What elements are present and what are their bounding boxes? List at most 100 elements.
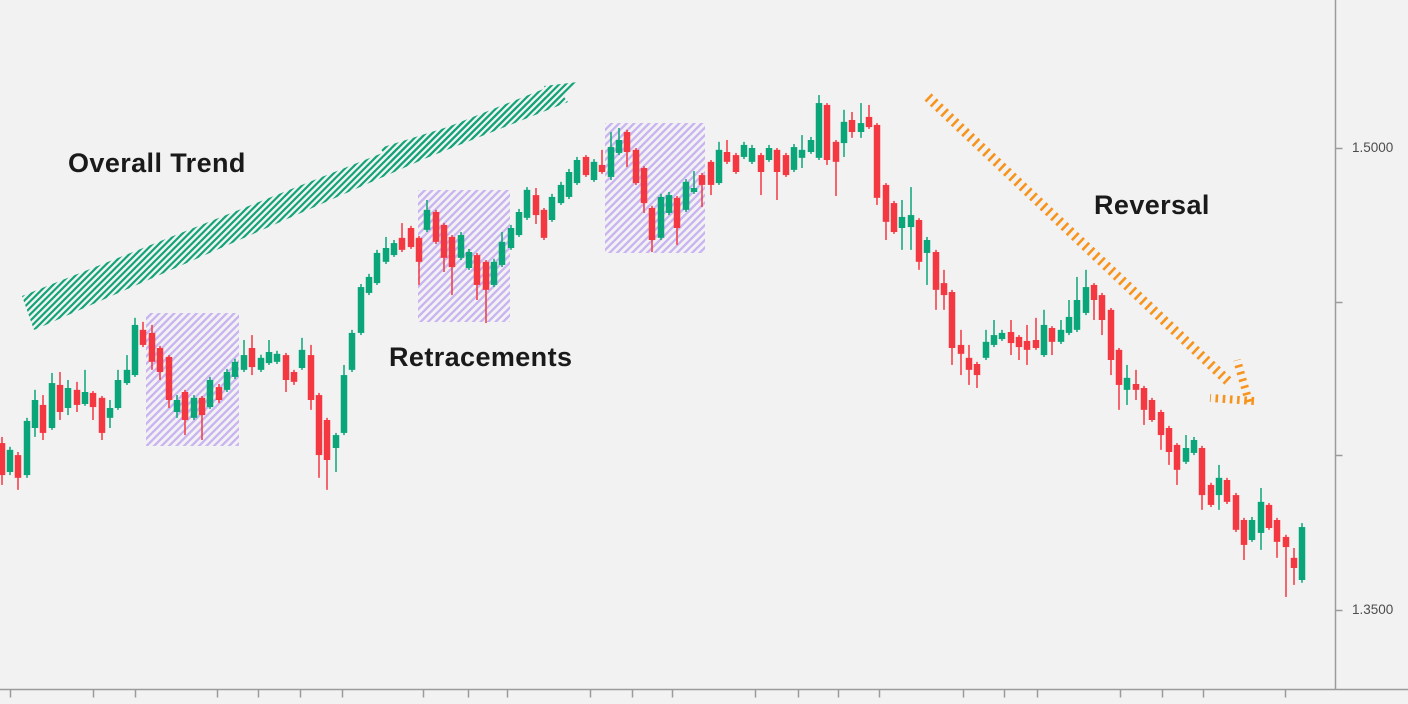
candle-body-up (1082, 287, 1090, 313)
candle-body-up (240, 355, 248, 370)
candle-body-up (748, 148, 756, 162)
candle-body-up (332, 435, 340, 448)
candle-body-down (723, 152, 731, 162)
candle-body-up (665, 195, 673, 213)
candle-body-up (857, 123, 865, 132)
candle-body-up (907, 215, 915, 228)
candle-body-down (915, 220, 923, 262)
candle-body-down (198, 397, 206, 416)
candle-body-up (382, 248, 390, 262)
candle-body-down (873, 124, 881, 198)
candle-body-down (482, 261, 490, 290)
reversal-arrow-stroke (1233, 358, 1253, 404)
candle-body-down (1148, 400, 1156, 420)
candle-body-up (523, 189, 531, 218)
candle-body-up (1123, 377, 1131, 390)
candle-body-up (715, 149, 723, 184)
candle-body-down (957, 344, 965, 354)
candle-body-down (1107, 309, 1115, 360)
candle-body-down (848, 120, 856, 132)
candle-body-down (156, 348, 164, 372)
candle-body-down (532, 195, 540, 216)
candle-body-up (1040, 324, 1048, 356)
candle-body-up (357, 287, 365, 333)
candle-body-down (948, 292, 956, 348)
candle-body-up (507, 228, 515, 248)
candle-body-down (215, 387, 223, 400)
candle-body-down (648, 208, 656, 240)
candle-body-down (1048, 328, 1056, 342)
candle-body-down (1132, 384, 1140, 390)
candle-body-down (98, 397, 106, 433)
candle-body-up (557, 184, 565, 204)
candle-body-down (1240, 520, 1248, 545)
overall-trend-arrow-up (22, 82, 578, 330)
candle-body-up (348, 332, 356, 370)
candle-body-down (1115, 349, 1123, 385)
candle-body-up (515, 212, 523, 236)
candle-body-up (815, 103, 823, 158)
candle-body-up (373, 252, 381, 284)
candle-body-up (465, 252, 473, 268)
candle-body-down (248, 348, 256, 368)
candle-body-down (181, 392, 189, 420)
candle-body-down (1015, 336, 1023, 348)
candle-body-up (1073, 300, 1081, 330)
candle-body-up (265, 352, 273, 364)
candle-body-down (757, 155, 765, 172)
candle-body-down (940, 283, 948, 296)
candle-body-down (1290, 557, 1298, 568)
candle-body-up (81, 392, 89, 404)
candle-body-up (1298, 527, 1306, 580)
candle-body-up (790, 147, 798, 170)
candle-body-up (998, 332, 1006, 340)
candle-body-down (39, 404, 47, 433)
candle-body-up (682, 181, 690, 210)
candle-body-up (190, 397, 198, 418)
candle-body-down (73, 389, 81, 405)
candle-body-up (982, 341, 990, 358)
candle-body-down (1173, 444, 1181, 470)
candle-body-down (407, 228, 415, 248)
candle-body-up (298, 349, 306, 368)
candle-body-down (1282, 536, 1290, 548)
candle-body-down (540, 209, 548, 238)
candle-body-up (340, 375, 348, 433)
candle-body-up (498, 241, 506, 265)
trend-arrow-band (544, 82, 578, 108)
candle-body-down (832, 141, 840, 162)
candle-body-down (165, 356, 173, 400)
retracement-zone-box (146, 313, 239, 446)
candle-body-down (1198, 448, 1206, 496)
candle-body-up (423, 209, 431, 230)
candle-body-up (990, 335, 998, 345)
candle-body-down (1032, 340, 1040, 348)
candle-body-up (390, 243, 398, 256)
candle-body-up (765, 148, 773, 160)
candle-body-up (131, 324, 139, 376)
candle-body-down (882, 184, 890, 222)
candle-body-down (890, 203, 898, 232)
candle-body-down (865, 116, 873, 128)
candle-body-down (782, 155, 790, 176)
candle-body-up (615, 140, 623, 153)
candle-body-down (432, 212, 440, 242)
candle-body-up (48, 383, 56, 428)
candle-body-down (148, 332, 156, 362)
candle-body-up (257, 357, 265, 370)
candle-body-down (1232, 495, 1240, 530)
candle-body-up (590, 161, 598, 180)
candle-body-down (307, 355, 315, 400)
candle-body-down (632, 149, 640, 184)
candle-body-up (457, 235, 465, 258)
candle-body-up (123, 369, 131, 384)
retracements-label: Retracements (389, 342, 573, 372)
candle-body-down (1223, 480, 1231, 502)
candle-body-up (231, 361, 239, 377)
candle-body-up (898, 216, 906, 228)
reversal-arrow-down (924, 93, 1255, 405)
candle-body-up (223, 372, 231, 390)
